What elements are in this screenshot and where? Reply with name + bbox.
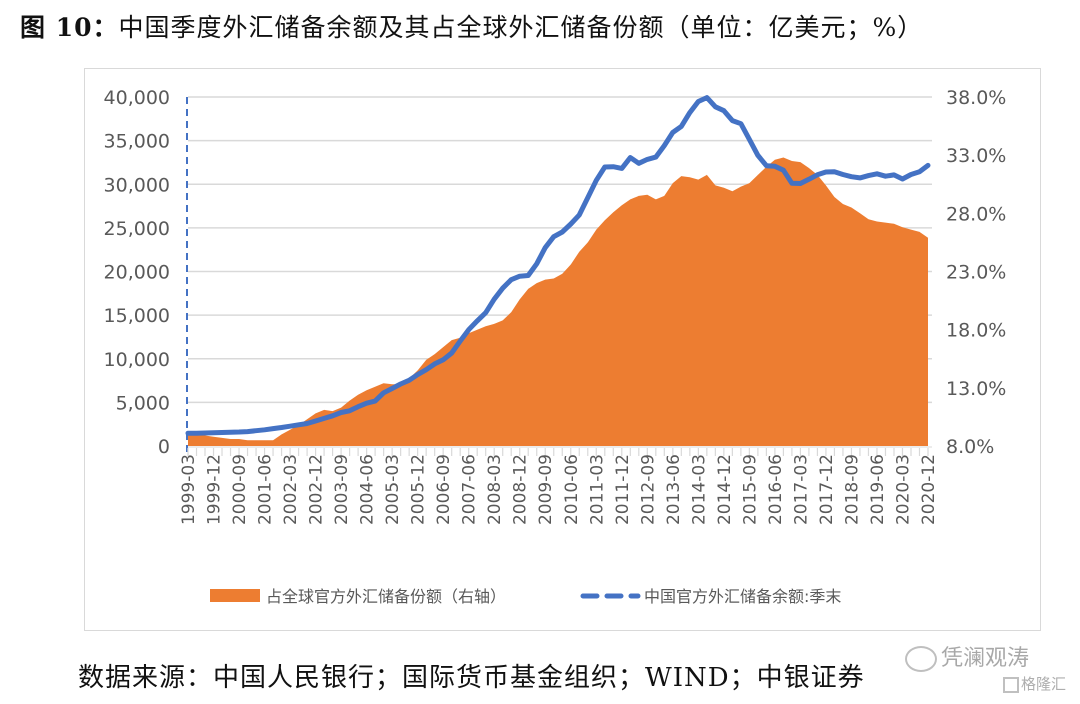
x-tick-label: 2008-12 — [511, 454, 531, 525]
x-tick-label: 2011-03 — [587, 454, 607, 525]
x-tick-label: 2006-09 — [434, 454, 454, 525]
figure-title-text: 中国季度外汇储备余额及其占全球外汇储备份额（单位：亿美元；%） — [118, 13, 924, 42]
area-series — [187, 157, 929, 446]
x-tick-label: 2007-06 — [460, 454, 480, 525]
x-tick-label: 2014-03 — [689, 454, 709, 525]
wechat-watermark-text: 凭澜观涛 — [941, 646, 1030, 671]
x-tick-label: 2000-09 — [230, 454, 250, 525]
left-tick-label: 35,000 — [104, 131, 170, 153]
x-tick-label: 2020-03 — [893, 454, 913, 525]
left-tick-label: 5,000 — [116, 392, 170, 414]
line-reserves — [185, 95, 931, 436]
x-tick-label: 2008-03 — [485, 454, 505, 525]
x-tick-label: 2015-09 — [740, 454, 760, 525]
right-tick-label: 28.0% — [946, 203, 1006, 225]
x-tick-label: 2014-12 — [715, 454, 735, 525]
x-tick-label: 2018-09 — [842, 454, 862, 525]
left-tick-label: 10,000 — [104, 349, 170, 371]
legend-line-label: 中国官方外汇储备余额:季末 — [644, 587, 841, 606]
legend: 占全球官方外汇储备份额（右轴） 中国官方外汇储备余额:季末 — [210, 587, 841, 606]
right-tick-label: 13.0% — [946, 378, 1006, 400]
x-tick-label: 2003-09 — [332, 454, 352, 525]
site-watermark-text: 格隆汇 — [1021, 675, 1067, 693]
x-tick-label: 2020-12 — [919, 454, 939, 525]
x-tick-label: 2017-12 — [817, 454, 837, 525]
x-tick-label: 2017-03 — [791, 454, 811, 525]
x-tick-label: 2013-06 — [664, 454, 684, 525]
left-tick-label: 25,000 — [104, 218, 170, 240]
site-watermark: 格隆汇 — [1003, 673, 1066, 694]
x-tick-label: 2019-06 — [868, 454, 888, 525]
x-tick-label: 2001-06 — [256, 454, 276, 525]
right-tick-label: 18.0% — [946, 320, 1006, 342]
x-tick-label: 2012-09 — [638, 454, 658, 525]
right-tick-label: 38.0% — [946, 87, 1006, 109]
figure-number: 图 10： — [20, 13, 119, 42]
right-axis: 8.0% 13.0% 18.0% 23.0% 28.0% 33.0% 38.0% — [946, 87, 1006, 458]
left-tick-label: 15,000 — [104, 305, 170, 327]
x-tick-label: 2011-12 — [613, 454, 633, 525]
x-tick-label: 2005-03 — [383, 454, 403, 525]
wechat-icon — [905, 646, 937, 672]
right-tick-label: 23.0% — [946, 262, 1006, 284]
x-tick-label: 1999-12 — [205, 454, 225, 525]
x-tick-label: 2010-06 — [562, 454, 582, 525]
left-tick-label: 0 — [158, 436, 170, 458]
area-share-global — [188, 157, 928, 446]
left-tick-label: 20,000 — [104, 262, 170, 284]
x-tick-label: 2004-06 — [358, 454, 378, 525]
x-tick-label: 2002-03 — [281, 454, 301, 525]
site-logo-icon — [1003, 676, 1019, 693]
left-tick-label: 40,000 — [104, 87, 170, 109]
line-series — [185, 95, 931, 436]
chart-title: 图 10：中国季度外汇储备余额及其占全球外汇储备份额（单位：亿美元；%） — [20, 8, 923, 44]
legend-area-swatch — [210, 589, 260, 602]
x-tick-label: 2009-09 — [536, 454, 556, 525]
left-axis: 0 5,000 10,000 15,000 20,000 25,000 30,000 35,0… — [104, 87, 188, 458]
right-tick-label: 8.0% — [946, 436, 994, 458]
source-note: 数据来源：中国人民银行；国际货币基金组织；WIND；中银证券 — [78, 663, 865, 693]
legend-area-label: 占全球官方外汇储备份额（右轴） — [266, 587, 506, 606]
chart-frame — [84, 68, 1041, 631]
x-tick-label: 2016-06 — [766, 454, 786, 525]
x-tick-label: 2002-12 — [307, 454, 327, 525]
x-axis: 1999-03 1999-12 2000-09 2001-06 2002-03 2002-… — [179, 446, 939, 525]
left-tick-label: 30,000 — [104, 174, 170, 196]
x-tick-label: 2005-12 — [409, 454, 429, 525]
wechat-watermark: 凭澜观涛 — [905, 640, 1029, 672]
right-tick-label: 33.0% — [946, 145, 1006, 167]
x-tick-label: 1999-03 — [179, 454, 199, 525]
